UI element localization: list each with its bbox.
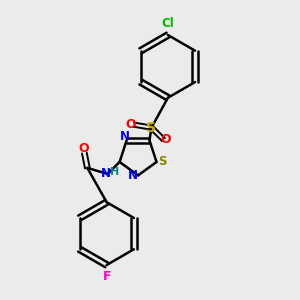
Text: F: F: [103, 270, 111, 283]
Text: N: N: [120, 130, 130, 143]
Text: N: N: [128, 169, 138, 182]
Text: H: H: [110, 167, 119, 177]
Text: S: S: [158, 155, 166, 169]
Text: O: O: [78, 142, 89, 155]
Text: S: S: [146, 121, 157, 135]
Text: O: O: [160, 133, 171, 146]
Text: O: O: [126, 118, 136, 131]
Text: Cl: Cl: [161, 17, 174, 30]
Text: N: N: [101, 167, 111, 180]
